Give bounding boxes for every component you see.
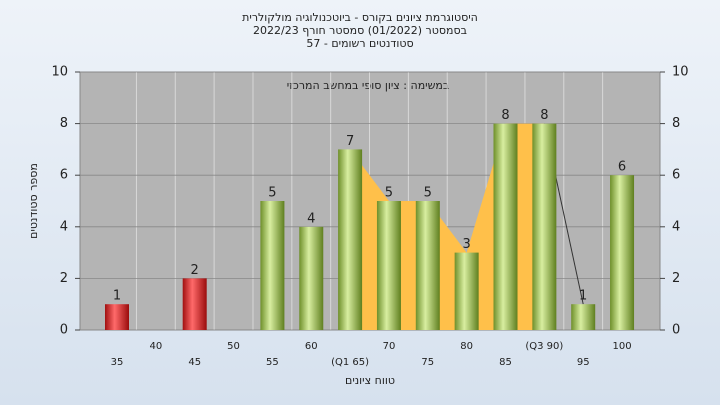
data-label: 5: [268, 186, 276, 201]
data-label: 7: [346, 134, 354, 149]
x-tick-label: 55: [266, 357, 279, 368]
x-tick-label: 80: [460, 341, 473, 352]
data-label: 6: [618, 160, 626, 175]
x-tick-label: 100: [613, 341, 632, 352]
y-tick-label: 2: [672, 271, 680, 286]
bar: [610, 175, 635, 330]
x-tick-label: 35: [111, 357, 124, 368]
bar: [182, 278, 207, 330]
data-label: 8: [501, 108, 509, 123]
y-axis-label: מספר סטודנטים: [27, 163, 40, 239]
y-tick-label: 6: [60, 168, 68, 183]
chart-title: היסטוגרמת ציונים בקורס - ביוטכנולוגיה מו…: [242, 11, 478, 24]
x-tick-label: 60: [305, 341, 318, 352]
y-tick-label: 8: [60, 116, 68, 131]
bar: [454, 252, 479, 330]
y-tick-label: 0: [672, 323, 680, 338]
bar: [299, 226, 324, 330]
data-label: 3: [463, 237, 471, 252]
data-label: 4: [307, 211, 315, 226]
y-tick-label: 10: [51, 65, 68, 80]
x-tick-label: 40: [149, 341, 162, 352]
x-axis-label: טווח ציונים: [345, 374, 395, 387]
x-tick-label: (Q1 65): [331, 357, 369, 368]
x-tick-label: 85: [499, 357, 512, 368]
bar: [571, 304, 596, 330]
data-label: 8: [540, 108, 548, 123]
bar: [493, 123, 518, 330]
x-tick-label: (Q3 90): [525, 341, 563, 352]
y-tick-label: 4: [60, 219, 68, 234]
x-tick-label: 45: [188, 357, 201, 368]
data-label: 5: [385, 186, 393, 201]
x-tick-label: 70: [383, 341, 396, 352]
bar: [338, 149, 363, 330]
y-tick-label: 0: [60, 323, 68, 338]
chart-subtitle: סטודנטים רשומים - 57: [306, 37, 413, 50]
x-tick-label: 50: [227, 341, 240, 352]
y-tick-label: 10: [672, 65, 689, 80]
data-label: 5: [424, 186, 432, 201]
y-tick-label: 8: [672, 116, 680, 131]
bar: [260, 201, 285, 330]
x-tick-label: 75: [421, 357, 434, 368]
y-tick-label: 4: [672, 219, 680, 234]
data-label: 2: [191, 263, 199, 278]
data-label: 1: [579, 289, 587, 304]
bar: [415, 201, 440, 330]
y-tick-label: 6: [672, 168, 680, 183]
bar: [376, 201, 401, 330]
data-label: 1: [113, 289, 121, 304]
y-tick-label: 2: [60, 271, 68, 286]
bar: [532, 123, 557, 330]
bar: [105, 304, 129, 330]
chart-subtitle: בסמסטר (01/2022) סמסטר חורף 2022/23: [253, 24, 467, 37]
annotation: במשימה : ציון סופי במחשב המרכזי: [287, 79, 450, 92]
x-tick-label: 95: [577, 357, 590, 368]
